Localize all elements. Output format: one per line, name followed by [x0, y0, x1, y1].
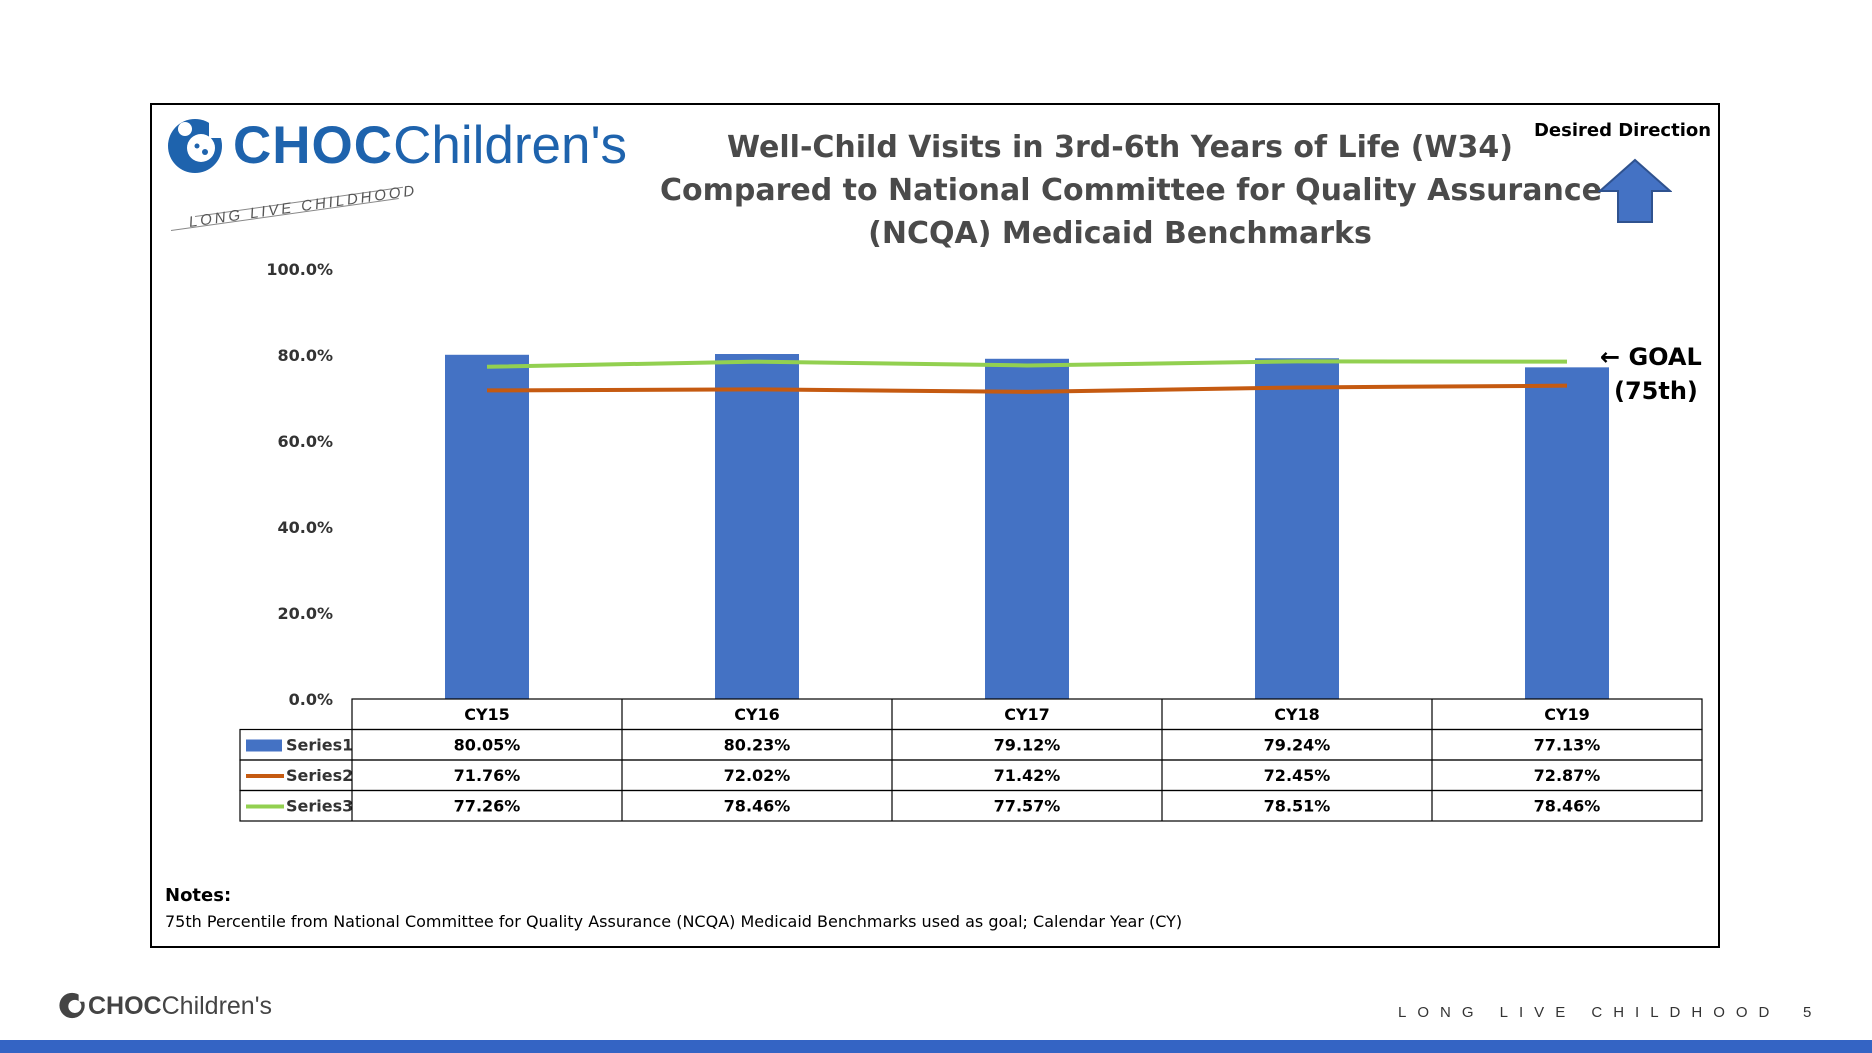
line-series2 — [486, 383, 1568, 394]
bar-series1 — [985, 358, 1069, 699]
logo-brand-light: Children's — [393, 116, 628, 175]
chart-title-line-3: (NCQA) Medicaid Benchmarks — [868, 216, 1372, 251]
data-label-series1: 79.12% — [994, 736, 1061, 755]
y-tick-label: 100.0% — [266, 260, 333, 279]
chart-title: Well-Child Visits in 3rd-6th Years of Li… — [660, 126, 1602, 255]
bar-series1 — [1525, 367, 1609, 699]
data-label-series1: 77.13% — [1534, 736, 1601, 755]
y-tick-label: 40.0% — [277, 518, 333, 537]
footer-brand-bold: CHOC — [88, 992, 162, 1020]
up-arrow-icon — [1598, 158, 1672, 223]
x-tick-label: CY19 — [1544, 705, 1590, 724]
x-tick-label: CY18 — [1274, 705, 1320, 724]
y-tick-label: 80.0% — [277, 346, 333, 365]
notes-title: Notes: — [165, 885, 232, 906]
data-label-series2: 72.45% — [1264, 766, 1331, 785]
data-label-series2: 71.42% — [994, 766, 1061, 785]
data-label-series1: 80.23% — [724, 736, 791, 755]
data-label-series3: 78.46% — [724, 797, 791, 816]
y-tick-label: 60.0% — [277, 432, 333, 451]
goal-label: ← GOAL (75th) — [1600, 340, 1702, 408]
goal-line-2: (75th) — [1614, 377, 1698, 405]
footer-bear-icon — [59, 991, 88, 1019]
chart-title-line-1: Well-Child Visits in 3rd-6th Years of Li… — [727, 130, 1513, 165]
data-label-series2: 71.76% — [454, 766, 521, 785]
bar-series1 — [445, 354, 529, 699]
legend-key-series1 — [246, 739, 282, 752]
data-label-series3: 77.57% — [994, 797, 1061, 816]
data-label-series2: 72.87% — [1534, 766, 1601, 785]
footer-bar — [0, 1040, 1872, 1053]
y-tick-label: 20.0% — [277, 604, 333, 623]
chart-title-line-2: Compared to National Committee for Quali… — [660, 173, 1602, 208]
data-label-series2: 72.02% — [724, 766, 791, 785]
legend-label-series2: Series2 — [286, 766, 353, 785]
line-series3 — [486, 359, 1568, 369]
data-label-series3: 77.26% — [454, 797, 521, 816]
bar-series1 — [1255, 358, 1339, 699]
data-label-series1: 80.05% — [454, 736, 521, 755]
x-tick-label: CY16 — [734, 705, 780, 724]
data-label-series3: 78.46% — [1534, 797, 1601, 816]
notes-text: 75th Percentile from National Committee … — [165, 912, 1183, 931]
legend-label-series1: Series1 — [286, 736, 353, 755]
table-row-series3 — [239, 789, 1703, 822]
bear-icon — [168, 116, 229, 173]
page-number: 5 — [1803, 1004, 1812, 1021]
bar-series1 — [715, 354, 799, 699]
legend-label-series3: Series3 — [286, 797, 353, 816]
footer-tagline: LONG LIVE CHILDHOOD — [1398, 1004, 1781, 1021]
x-tick-label: CY17 — [1004, 705, 1050, 724]
choc-logo: CHOCChildren's LONG LIVE CHILDHOOD — [165, 112, 685, 242]
data-label-series1: 79.24% — [1264, 736, 1331, 755]
y-tick-label: 0.0% — [289, 690, 333, 709]
desired-direction-label: Desired Direction — [1533, 120, 1712, 141]
footer-brand-light: Children's — [161, 992, 272, 1020]
logo-brand-bold: CHOC — [233, 116, 394, 175]
data-label-series3: 78.51% — [1264, 797, 1331, 816]
chart-frame — [150, 103, 1720, 948]
x-tick-label: CY15 — [464, 705, 510, 724]
footer-logo: CHOCChildren's — [58, 990, 272, 1021]
goal-line-1: ← GOAL — [1600, 343, 1702, 371]
